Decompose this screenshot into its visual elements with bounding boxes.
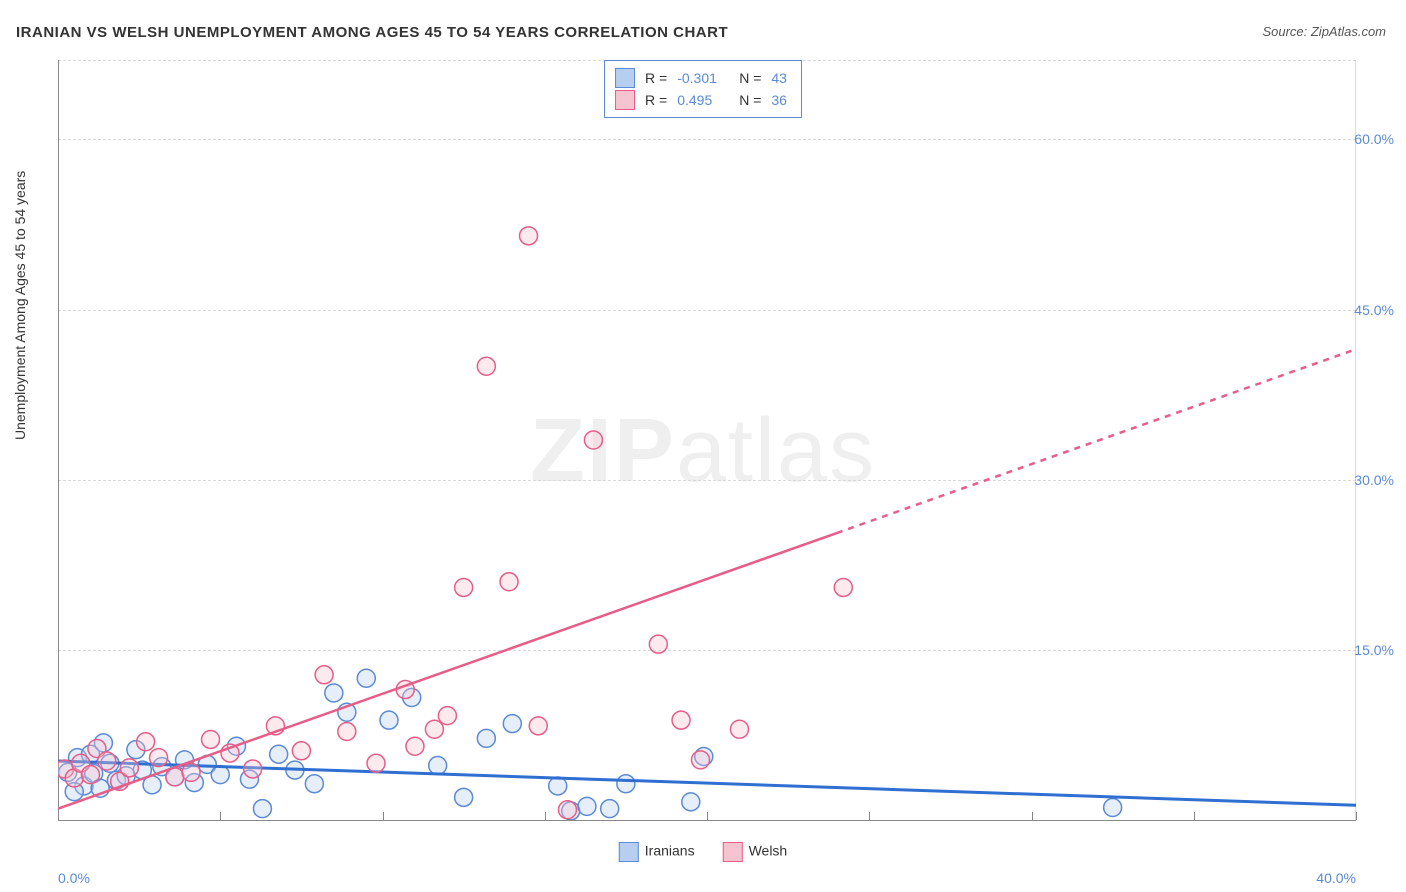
y-axis-label: Unemployment Among Ages 45 to 54 years xyxy=(12,171,28,440)
data-point xyxy=(425,720,443,738)
x-tick-label: 40.0% xyxy=(1316,870,1356,886)
data-point xyxy=(120,759,138,777)
legend-r-label: R = xyxy=(645,67,667,89)
data-point xyxy=(477,357,495,375)
legend-swatch xyxy=(615,68,635,88)
scatter-plot xyxy=(58,60,1356,820)
data-point xyxy=(672,711,690,729)
data-point xyxy=(325,684,343,702)
data-point xyxy=(150,749,168,767)
data-point xyxy=(244,760,262,778)
trend-line xyxy=(58,533,837,809)
data-point xyxy=(253,800,271,818)
data-point xyxy=(81,766,99,784)
data-point xyxy=(601,800,619,818)
legend-n-label: N = xyxy=(739,89,761,111)
x-axis-line xyxy=(58,820,1356,821)
data-point xyxy=(202,730,220,748)
legend-n-label: N = xyxy=(739,67,761,89)
legend-swatch xyxy=(723,842,743,862)
data-point xyxy=(503,715,521,733)
correlation-legend-row: R = -0.301 N = 43 xyxy=(615,67,787,89)
data-point xyxy=(455,788,473,806)
series-legend-label: Iranians xyxy=(645,843,695,859)
y-tick-label: 30.0% xyxy=(1354,472,1394,488)
series-legend-item: Iranians xyxy=(619,842,695,862)
legend-swatch xyxy=(615,90,635,110)
data-point xyxy=(137,733,155,751)
data-point xyxy=(380,711,398,729)
legend-r-value: 0.495 xyxy=(677,89,729,111)
y-tick-label: 45.0% xyxy=(1354,302,1394,318)
legend-swatch xyxy=(619,842,639,862)
data-point xyxy=(211,766,229,784)
correlation-legend-row: R = 0.495 N = 36 xyxy=(615,89,787,111)
y-tick-label: 60.0% xyxy=(1354,131,1394,147)
data-point xyxy=(617,775,635,793)
legend-r-value: -0.301 xyxy=(677,67,729,89)
data-point xyxy=(520,227,538,245)
data-point xyxy=(578,797,596,815)
trend-line-extrapolated xyxy=(837,349,1356,533)
data-point xyxy=(558,801,576,819)
data-point xyxy=(584,431,602,449)
data-point xyxy=(305,775,323,793)
legend-n-value: 36 xyxy=(771,89,787,111)
data-point xyxy=(1104,799,1122,817)
data-point xyxy=(406,737,424,755)
source-attribution: Source: ZipAtlas.com xyxy=(1262,24,1386,39)
data-point xyxy=(834,578,852,596)
legend-n-value: 43 xyxy=(771,67,787,89)
data-point xyxy=(730,720,748,738)
data-point xyxy=(367,754,385,772)
series-legend-label: Welsh xyxy=(749,843,788,859)
series-legend: Iranians Welsh xyxy=(619,842,787,862)
data-point xyxy=(98,752,116,770)
data-point xyxy=(292,742,310,760)
data-point xyxy=(500,573,518,591)
data-point xyxy=(692,751,710,769)
data-point xyxy=(477,729,495,747)
data-point xyxy=(455,578,473,596)
x-tick-label: 0.0% xyxy=(58,870,90,886)
data-point xyxy=(438,707,456,725)
correlation-legend: R = -0.301 N = 43 R = 0.495 N = 36 xyxy=(604,60,802,118)
chart-title: IRANIAN VS WELSH UNEMPLOYMENT AMONG AGES… xyxy=(16,24,728,41)
data-point xyxy=(529,717,547,735)
data-point xyxy=(682,793,700,811)
series-legend-item: Welsh xyxy=(723,842,788,862)
y-tick-label: 15.0% xyxy=(1354,642,1394,658)
data-point xyxy=(357,669,375,687)
data-point xyxy=(315,666,333,684)
x-tick xyxy=(1356,812,1357,820)
data-point xyxy=(649,635,667,653)
data-point xyxy=(429,757,447,775)
data-point xyxy=(270,745,288,763)
data-point xyxy=(182,763,200,781)
data-point xyxy=(338,723,356,741)
legend-r-label: R = xyxy=(645,89,667,111)
